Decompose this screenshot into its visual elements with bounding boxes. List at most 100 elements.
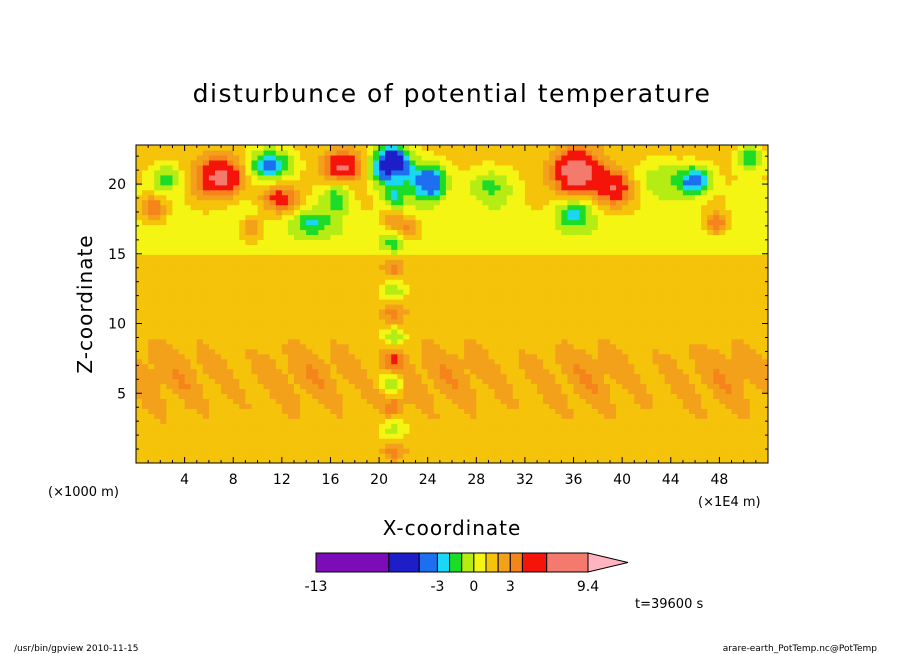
heatmap-cell [585,154,593,161]
heatmap-cell [518,239,526,245]
heatmap-cell [160,393,167,400]
heatmap-cell [300,453,307,459]
heatmap-cell [166,318,174,325]
heatmap-cell [458,209,465,216]
heatmap-cell [196,458,204,463]
heatmap-cell [597,313,605,320]
heatmap-cell [452,184,459,191]
heatmap-cell [275,343,283,350]
heatmap-cell [561,403,569,409]
heatmap-cell [245,239,253,245]
heatmap-cell [245,353,253,360]
heatmap-cell [452,373,459,380]
heatmap-cell [136,343,143,350]
heatmap-cell [561,184,569,191]
heatmap-cell [366,204,374,211]
heatmap-cell [482,249,490,255]
heatmap-cell [591,244,599,250]
heatmap-cell [166,234,174,241]
heatmap-cell [433,333,441,340]
heatmap-cell [512,443,520,449]
heatmap-cell [281,423,289,429]
heatmap-cell [482,199,490,206]
heatmap-cell [591,149,599,156]
heatmap-cell [136,194,143,201]
heatmap-cell [603,259,611,265]
heatmap-cell [482,353,490,360]
heatmap-cell [579,234,587,241]
heatmap-cell [287,393,295,400]
heatmap-cell [421,433,429,439]
heatmap-cell [202,368,210,375]
heatmap-cell [306,328,313,335]
heatmap-cell [427,269,435,275]
heatmap-cell [336,453,344,459]
heatmap-cell [281,274,289,280]
heatmap-cell [603,204,611,211]
heatmap-cell [239,358,246,365]
heatmap-cell [373,145,380,151]
heatmap-cell [233,453,240,459]
heatmap-cell [403,433,411,439]
heatmap-cell [603,423,611,429]
heatmap-cell [245,274,253,280]
heatmap-cell [257,304,265,310]
heatmap-cell [257,249,265,255]
heatmap-cell [567,348,575,355]
heatmap-cell [403,428,411,434]
heatmap-cell [524,368,532,375]
heatmap-cell [373,443,380,449]
heatmap-cell [385,443,392,449]
heatmap-cell [561,318,569,325]
heatmap-cell [445,423,453,429]
heatmap-cell [427,433,435,439]
heatmap-cell [531,363,538,370]
heatmap-cell [287,214,295,221]
heatmap-cell [591,348,599,355]
heatmap-cell [458,269,465,275]
heatmap-cell [136,448,143,454]
heatmap-cell [397,269,404,275]
heatmap-cell [403,373,411,380]
heatmap-cell [245,184,253,191]
heatmap-cell [409,264,417,270]
heatmap-cell [136,179,143,186]
heatmap-cell [488,294,496,300]
heatmap-cell [561,149,569,156]
heatmap-cell [452,438,459,444]
heatmap-cell [439,328,447,335]
heatmap-cell [488,313,496,320]
heatmap-cell [439,145,447,151]
heatmap-cell [445,318,453,325]
heatmap-cell [190,453,198,459]
heatmap-cell [531,413,538,419]
heatmap-cell [445,159,453,166]
heatmap-cell [397,289,404,295]
heatmap-cell [136,388,143,395]
heatmap-cell [591,453,599,459]
heatmap-cell [287,169,295,176]
heatmap-cell [409,145,417,151]
heatmap-cell [391,383,398,390]
heatmap-cell [281,189,289,196]
heatmap-cell [215,428,222,434]
heatmap-cell [591,353,599,360]
heatmap-cell [524,338,532,345]
heatmap-cell [506,169,514,176]
heatmap-cell [196,164,204,171]
heatmap-cell [154,289,161,295]
heatmap-cell [312,383,319,390]
heatmap-cell [318,214,325,221]
heatmap-cell [184,234,192,241]
heatmap-cell [190,224,198,231]
heatmap-cell [391,269,398,275]
heatmap-cell [221,348,228,355]
heatmap-cell [591,408,599,414]
heatmap-cell [373,259,380,265]
heatmap-cell [537,338,544,345]
heatmap-cell [263,428,271,434]
heatmap-cell [275,363,283,370]
heatmap-cell [136,313,143,320]
heatmap-cell [415,264,423,270]
heatmap-cell [579,383,587,390]
